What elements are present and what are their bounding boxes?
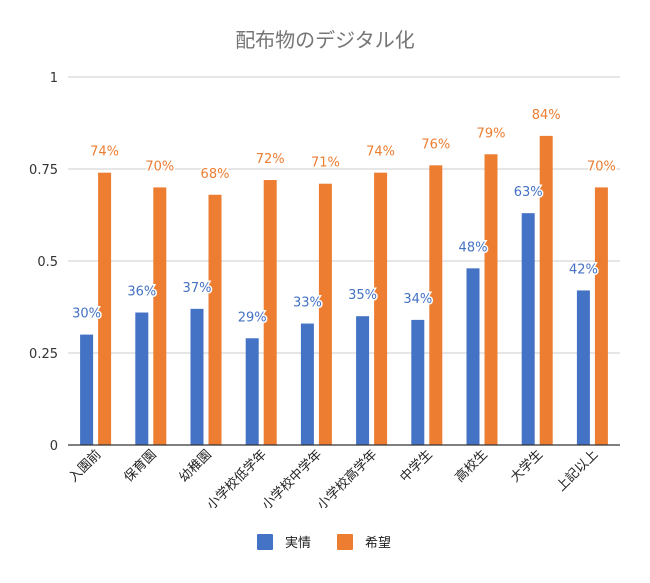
bar-desired [594,187,608,445]
bar-actual [190,308,204,445]
y-tick-label: 1 [50,71,58,86]
data-label: 36% [127,285,156,300]
bar-actual [80,334,94,445]
y-tick-label: 0.25 [29,347,58,362]
data-label: 68% [201,167,230,182]
data-label: 74% [366,145,395,160]
y-tick-label: 0 [50,439,58,454]
data-label: 63% [514,185,543,200]
legend-label: 実情 [285,535,311,551]
data-label: 70% [587,159,616,174]
bar-desired [484,154,498,445]
y-axis-tick-labels: 0 0.25 0.5 0.75 1 [29,71,58,454]
y-tick-label: 0.5 [37,255,58,270]
data-label: 72% [256,152,285,167]
data-label: 48% [459,240,488,255]
data-label: 35% [348,288,377,303]
bar-desired [318,183,332,445]
legend-label: 希望 [365,535,391,551]
x-tick-label: 保育園 [121,447,160,486]
legend: 実情 希望 [257,534,391,551]
legend-swatch [257,534,273,550]
x-tick-label: 高校生 [452,447,491,486]
bar-desired [539,135,553,445]
chart-title: 配布物のデジタル化 [235,28,415,52]
bar-actual [356,316,370,445]
data-label: 70% [145,159,174,174]
x-tick-label: 中学生 [397,447,436,486]
data-label: 37% [183,281,212,296]
bar-actual [521,213,535,445]
x-tick-label: 大学生 [507,447,546,486]
data-label: 29% [238,310,267,325]
bar-actual [411,319,425,445]
bar-desired [208,194,222,445]
data-label: 30% [72,307,101,322]
bar-actual [245,338,259,445]
x-tick-label: 幼稚園 [177,447,215,485]
bar-desired [153,187,167,445]
bar-desired [98,172,112,445]
data-label: 84% [532,108,561,123]
bar-actual [576,290,590,445]
data-label: 33% [293,296,322,311]
data-label: 34% [403,292,432,307]
x-tick-label: 入園前 [66,447,105,486]
data-label: 74% [90,145,119,160]
data-label: 76% [421,137,450,152]
bar-desired [374,172,388,445]
y-tick-label: 0.75 [29,163,58,178]
legend-swatch [337,534,353,550]
bar-desired [263,180,277,446]
bars [80,135,608,446]
bar-actual [300,323,314,445]
x-tick-label: 小学校高学年 [314,447,380,513]
data-label: 79% [477,126,506,141]
x-tick-label: 上記以上 [553,447,601,495]
data-label: 42% [569,262,598,277]
bar-desired [429,165,443,445]
bar-actual [466,268,480,445]
data-labels: 30% 74% 36% 70% 37% 68% 29% 72% 33% 71% 35% 74% 34% 7… [71,106,618,326]
bar-actual [135,312,149,445]
data-label: 71% [311,156,340,171]
